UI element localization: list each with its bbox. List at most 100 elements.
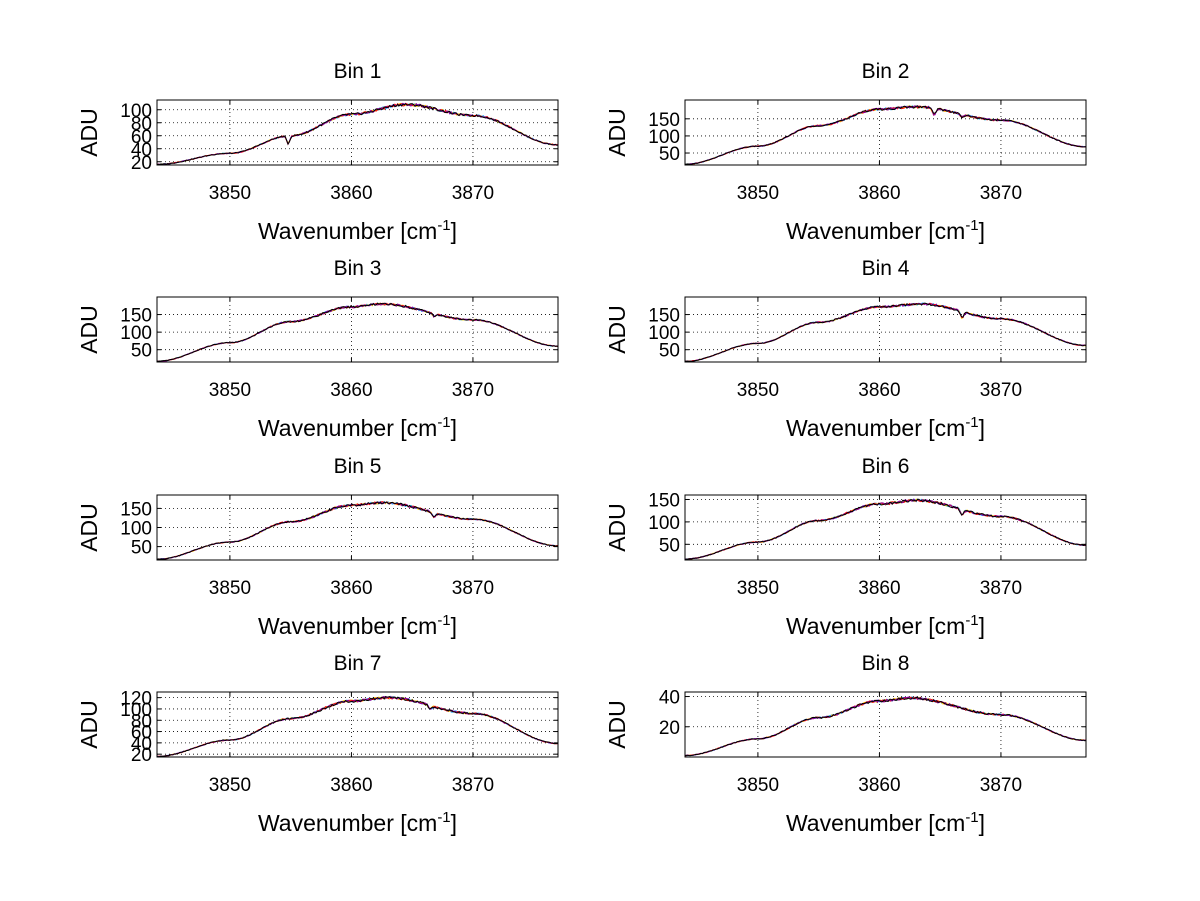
y-axis-label: ADU	[76, 305, 102, 354]
x-tick-label: 3870	[980, 380, 1022, 401]
series-line	[684, 498, 1087, 560]
y-axis-label: ADU	[76, 700, 102, 749]
y-tick-label: 150	[648, 110, 680, 131]
x-tick-label: 3850	[737, 775, 779, 796]
axes-box	[684, 494, 1087, 561]
y-tick-label: 50	[131, 341, 152, 362]
y-tick-label: 150	[648, 490, 680, 511]
y-tick-label: 150	[120, 306, 152, 327]
x-axis-label: Wavenumber [cm-1]	[258, 612, 457, 639]
y-tick-label: 100	[648, 323, 680, 344]
x-tick-label: 3860	[858, 380, 900, 401]
axes-box	[684, 296, 1087, 363]
x-tick-label: 3870	[452, 775, 494, 796]
x-tick-label: 3870	[980, 183, 1022, 204]
x-tick-label: 3860	[330, 183, 372, 204]
x-tick-label: 3870	[980, 775, 1022, 796]
subplot-bin-8: Bin 8 3850 3860 3870 20 40 Wavenumber [cm-1] AD…	[604, 652, 1087, 836]
y-tick-label: 20	[659, 718, 680, 739]
series-line	[684, 105, 1087, 166]
series-line	[685, 696, 1087, 757]
x-tick-label: 3850	[209, 380, 251, 401]
y-tick-label: 40	[131, 140, 152, 161]
y-axis-label: ADU	[604, 700, 630, 749]
x-tick-label: 3850	[737, 183, 779, 204]
x-axis-label: Wavenumber [cm-1]	[786, 217, 985, 244]
x-tick-label: 3860	[858, 775, 900, 796]
axes-box	[684, 691, 1087, 758]
plot-title: Bin 8	[862, 652, 910, 675]
y-tick-label: 20	[131, 745, 152, 766]
x-tick-label: 3860	[330, 380, 372, 401]
x-axis-label: Wavenumber [cm-1]	[786, 414, 985, 441]
y-tick-label: 40	[131, 734, 152, 755]
x-axis-label: Wavenumber [cm-1]	[786, 612, 985, 639]
y-axis-label: ADU	[76, 108, 102, 157]
series-line	[684, 105, 1087, 165]
series-line	[684, 696, 1087, 757]
series-line	[684, 105, 1087, 166]
axes-box	[684, 99, 1087, 166]
y-tick-label: 100	[120, 323, 152, 344]
plot-title: Bin 6	[862, 455, 910, 478]
series-line	[685, 105, 1087, 166]
series-line	[156, 501, 559, 560]
series-line	[156, 695, 559, 758]
y-tick-label: 60	[131, 127, 152, 148]
x-axis-label: Wavenumber [cm-1]	[258, 414, 457, 441]
y-tick-label: 50	[659, 341, 680, 362]
y-tick-label: 100	[120, 101, 152, 122]
series-line	[157, 695, 558, 758]
y-tick-label: 100	[120, 519, 152, 540]
y-axis-label: ADU	[76, 503, 102, 552]
y-tick-label: 150	[120, 499, 152, 520]
plot-title: Bin 5	[334, 455, 382, 478]
y-tick-label: 50	[659, 535, 680, 556]
x-tick-label: 3860	[330, 775, 372, 796]
y-tick-label: 100	[648, 127, 680, 148]
y-tick-label: 150	[648, 306, 680, 327]
x-axis-label: Wavenumber [cm-1]	[258, 217, 457, 244]
series-line	[157, 695, 558, 758]
series-line	[157, 501, 559, 560]
y-axis-label: ADU	[604, 108, 630, 157]
x-tick-label: 3870	[980, 578, 1022, 599]
y-tick-label: 80	[131, 114, 152, 135]
y-axis-label: ADU	[604, 503, 630, 552]
y-tick-label: 120	[120, 689, 152, 710]
plot-title: Bin 1	[334, 60, 382, 83]
x-tick-label: 3850	[737, 380, 779, 401]
x-tick-label: 3850	[209, 578, 251, 599]
x-tick-label: 3850	[737, 578, 779, 599]
x-tick-label: 3870	[452, 183, 494, 204]
plot-title: Bin 2	[862, 60, 910, 83]
x-tick-label: 3870	[452, 578, 494, 599]
plot-title: Bin 4	[862, 257, 910, 280]
y-tick-label: 100	[120, 700, 152, 721]
y-axis-label: ADU	[604, 305, 630, 354]
x-axis-label: Wavenumber [cm-1]	[258, 809, 457, 836]
series-line	[685, 302, 1087, 362]
axes-box	[156, 99, 559, 166]
y-tick-label: 50	[131, 538, 152, 559]
plot-title: Bin 7	[334, 652, 382, 675]
x-tick-label: 3850	[209, 775, 251, 796]
x-tick-label: 3860	[858, 183, 900, 204]
series-line	[684, 498, 1087, 560]
series-line	[684, 696, 1087, 757]
series-line	[685, 498, 1087, 560]
x-tick-label: 3860	[858, 578, 900, 599]
y-tick-label: 80	[131, 711, 152, 732]
y-tick-label: 20	[131, 153, 152, 174]
plot-title: Bin 3	[334, 257, 382, 280]
series-line	[157, 500, 559, 561]
series-line	[156, 696, 559, 758]
series-line	[684, 105, 1087, 166]
x-tick-label: 3850	[209, 183, 251, 204]
series-line	[684, 498, 1087, 560]
